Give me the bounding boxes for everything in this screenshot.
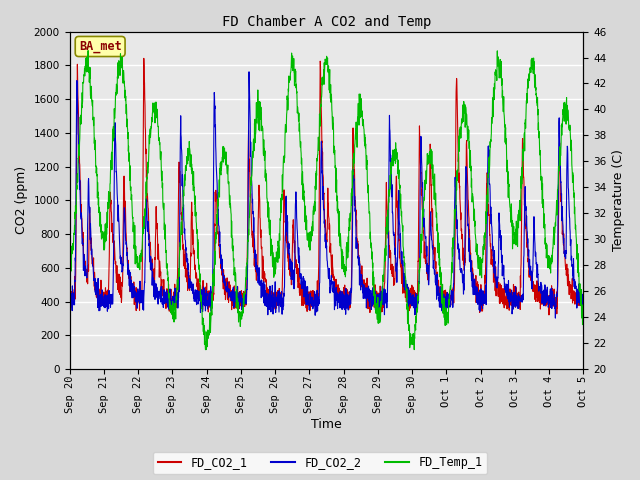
FD_CO2_1 bbox=[341, 292, 349, 298]
FD_CO2_2 bbox=[245, 69, 253, 75]
FD_CO2_2 bbox=[548, 288, 556, 294]
FD_CO2_1 bbox=[140, 56, 148, 61]
FD_Temp_1 bbox=[209, 279, 217, 285]
Text: BA_met: BA_met bbox=[79, 40, 122, 53]
FD_CO2_1 bbox=[66, 302, 74, 308]
FD_Temp_1 bbox=[534, 120, 542, 126]
FD_Temp_1 bbox=[549, 245, 557, 251]
Line: FD_Temp_1: FD_Temp_1 bbox=[70, 50, 584, 349]
FD_Temp_1 bbox=[202, 347, 209, 352]
FD_CO2_2 bbox=[534, 280, 542, 286]
FD_Temp_1 bbox=[84, 48, 92, 53]
FD_CO2_1 bbox=[580, 305, 588, 311]
Legend: FD_CO2_1, FD_CO2_2, FD_Temp_1: FD_CO2_1, FD_CO2_2, FD_Temp_1 bbox=[153, 452, 487, 474]
FD_CO2_1 bbox=[549, 300, 557, 305]
Line: FD_CO2_2: FD_CO2_2 bbox=[70, 72, 584, 318]
FD_CO2_1 bbox=[476, 310, 484, 315]
FD_CO2_2 bbox=[66, 301, 74, 307]
FD_CO2_2 bbox=[353, 234, 360, 240]
FD_CO2_2 bbox=[341, 298, 349, 304]
FD_CO2_2 bbox=[580, 289, 588, 295]
FD_CO2_1 bbox=[209, 294, 217, 300]
Title: FD Chamber A CO2 and Temp: FD Chamber A CO2 and Temp bbox=[222, 15, 431, 29]
Y-axis label: Temperature (C): Temperature (C) bbox=[612, 149, 625, 251]
FD_CO2_1 bbox=[353, 223, 360, 228]
FD_Temp_1 bbox=[476, 273, 484, 278]
FD_CO2_2 bbox=[476, 288, 484, 293]
FD_CO2_1 bbox=[534, 288, 542, 293]
FD_Temp_1 bbox=[353, 126, 360, 132]
FD_CO2_2 bbox=[209, 266, 217, 272]
Y-axis label: CO2 (ppm): CO2 (ppm) bbox=[15, 166, 28, 234]
Line: FD_CO2_1: FD_CO2_1 bbox=[70, 59, 584, 315]
FD_CO2_1 bbox=[545, 312, 553, 318]
FD_Temp_1 bbox=[342, 274, 349, 280]
FD_Temp_1 bbox=[66, 264, 74, 269]
X-axis label: Time: Time bbox=[311, 419, 342, 432]
FD_CO2_2 bbox=[552, 315, 559, 321]
FD_Temp_1 bbox=[580, 313, 588, 319]
